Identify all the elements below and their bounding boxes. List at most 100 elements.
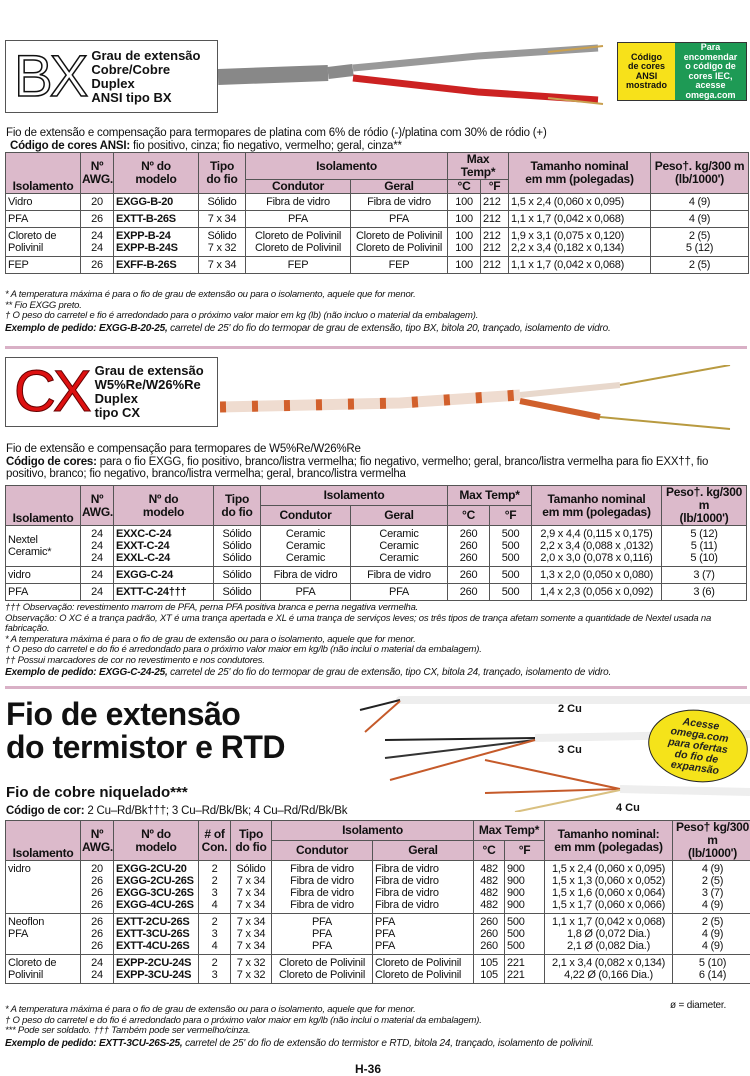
table-cell: 7 x 34 (199, 211, 246, 228)
header-condutor: Condutor (261, 506, 351, 526)
table-cell: Fibra de vidro (246, 194, 351, 211)
table-cell: Sólido (214, 584, 261, 601)
table-cell: 7 x 34 7 x 34 7 x 34 (231, 914, 272, 955)
table-cell: EXGG-2CU-20 EXGG-2CU-26S EXGG-3CU-26S EX… (114, 861, 199, 914)
table-cell: EXPP-2CU-24S EXPP-3CU-24S (114, 955, 199, 984)
table-cell: 212 (481, 211, 509, 228)
bx-description: Fio de extensão e compensação para termo… (6, 127, 750, 152)
table-cell: 24 (81, 584, 114, 601)
header-peso: Peso†. kg/300 m (lb/1000') (651, 153, 749, 194)
cx-cable-photo (220, 365, 740, 435)
table-cell: Nextel Ceramic* (6, 526, 81, 567)
cx-logo: CX (14, 363, 89, 421)
table-cell: 4 (9) 2 (5) 3 (7) 4 (9) (673, 861, 750, 914)
table-cell: PFA (261, 584, 351, 601)
rtd-notes: * A temperatura máxima é para o fio de g… (5, 1005, 750, 1049)
table-cell: Cloreto de Polivinil (6, 955, 81, 984)
table-cell: PFA PFA PFA (272, 914, 373, 955)
table-cell: 2 (5) 5 (12) (651, 228, 749, 257)
table-cell: 1,9 x 3,1 (0,075 x 0,120) 2,2 x 3,4 (0,1… (509, 228, 651, 257)
header-geral: Geral (351, 506, 448, 526)
cx-desc-text: Fio de extensão e compensação para termo… (6, 443, 750, 456)
table-cell: Cloreto de Polivinil Cloreto de Polivini… (272, 955, 373, 984)
table-cell: 20 26 26 26 (81, 861, 114, 914)
table-cell: 260 (448, 584, 490, 601)
order-example-text: carretel de 25' do fio de extensão do te… (182, 1038, 593, 1049)
table-cell: 100 (448, 257, 481, 274)
header-modelo: Nº do modelo (114, 486, 214, 526)
iec-badge[interactable]: Para encomendar o código de cores IEC, a… (675, 43, 746, 100)
divider (5, 346, 747, 349)
table-cell: 2,1 x 3,4 (0,082 x 0,134) 4,22 Ø (0,166 … (545, 955, 673, 984)
table-cell: 2,9 x 4,4 (0,115 x 0,175) 2,2 x 3,4 (0,0… (532, 526, 662, 567)
header-tipo: Tipo do fio (214, 486, 261, 526)
table-cell: Sólido 7 x 34 7 x 34 7 x 34 (231, 861, 272, 914)
table-cell: Cloreto de Polivinil (6, 228, 81, 257)
footnote: Observação: O XC é a trança padrão, XT é… (5, 614, 750, 635)
table-cell: 105 105 (474, 955, 505, 984)
table-cell: PFA (351, 211, 448, 228)
table-cell: 260 260 260 (448, 526, 490, 567)
table-cell: 900 900 900 900 (505, 861, 545, 914)
header-isolamento: Isolamento (6, 821, 81, 861)
rtd-code-text: 2 Cu–Rd/Bk†††; 3 Cu–Rd/Bk/Bk; 4 Cu–Rd/Rd… (84, 805, 347, 817)
table-cell: 1,4 x 2,3 (0,056 x 0,092) (532, 584, 662, 601)
table-cell: Sólido Sólido Sólido (214, 526, 261, 567)
bx-type-box: BX Grau de extensão Cobre/Cobre Duplex A… (5, 40, 218, 113)
table-cell: 212 (481, 257, 509, 274)
table-cell: EXPP-B-24 EXPP-B-24S (114, 228, 199, 257)
order-example-text: carretel de 25' do fio do termopar de gr… (168, 667, 612, 678)
table-cell: 100 (448, 211, 481, 228)
header-modelo: Nº do modelo (114, 153, 199, 194)
header-awg: Nº AWG. (81, 821, 114, 861)
rtd-title: Fio de extensão do termistor e RTD (6, 698, 285, 764)
table-cell: 26 (81, 257, 114, 274)
header-max-temp: Max Temp* (448, 153, 509, 180)
bx-code-label: Código de cores ANSI: (10, 140, 130, 152)
header-f: °F (490, 506, 532, 526)
cx-code-label: Código de cores: (6, 456, 97, 468)
table-cell: 221 221 (505, 955, 545, 984)
table-cell: EXTT-B-26S (114, 211, 199, 228)
table-cell: 2 2 3 4 (199, 861, 231, 914)
table-cell: 7 x 34 (199, 257, 246, 274)
header-condutor: Condutor (272, 841, 373, 861)
order-example: Exemplo de pedido: EXGG-B-20-25, carrete… (5, 324, 750, 335)
cx-code-text: para o fio EXGG, fio positivo, branco/li… (6, 456, 708, 481)
header-peso: Peso†. kg/300 m (lb/1000') (662, 486, 747, 526)
header-geral: Geral (351, 180, 448, 194)
table-cell: 500 500 500 (490, 526, 532, 567)
table-cell: EXTT-2CU-26S EXTT-3CU-26S EXTT-4CU-26S (114, 914, 199, 955)
color-code-badge: Código de cores ANSI mostrado Para encom… (617, 42, 747, 101)
table-cell: vidro (6, 567, 81, 584)
table-cell: 7 x 32 7 x 32 (231, 955, 272, 984)
table-cell: Fibra de vidro (351, 194, 448, 211)
table-cell: 26 26 26 (81, 914, 114, 955)
order-example-label: Exemplo de pedido: EXTT-3CU-26S-25, (5, 1038, 182, 1049)
divider (5, 686, 747, 689)
footnote: † O peso do carretel e fio é arredondado… (5, 311, 750, 322)
table-cell: Cloreto de Polivinil Cloreto de Polivini… (351, 228, 448, 257)
table-cell: vidro (6, 861, 81, 914)
table-cell: 3 (6) (662, 584, 747, 601)
ansi-badge: Código de cores ANSI mostrado (618, 43, 675, 100)
header-tamanho: Tamanho nominal em mm (polegadas) (509, 153, 651, 194)
table-cell: 4 (9) (651, 211, 749, 228)
rtd-code-label: Código de cor: (6, 805, 84, 817)
footnote: ††† Observação: revestimento marrom de P… (5, 603, 750, 614)
order-example: Exemplo de pedido: EXGG-C-24-25, carrete… (5, 668, 750, 679)
bx-type-lines: Grau de extensão Cobre/Cobre Duplex ANSI… (91, 49, 200, 105)
table-cell: 3 (7) (662, 567, 747, 584)
table-cell: 24 24 (81, 228, 114, 257)
table-cell: 20 (81, 194, 114, 211)
bx-notes: * A temperatura máxima é para o fio de g… (5, 290, 750, 334)
cx-description: Fio de extensão e compensação para termo… (6, 443, 750, 481)
header-c: °C (448, 180, 481, 194)
order-example-label: Exemplo de pedido: EXGG-B-20-25, (5, 323, 168, 334)
table-cell: PFA (351, 584, 448, 601)
